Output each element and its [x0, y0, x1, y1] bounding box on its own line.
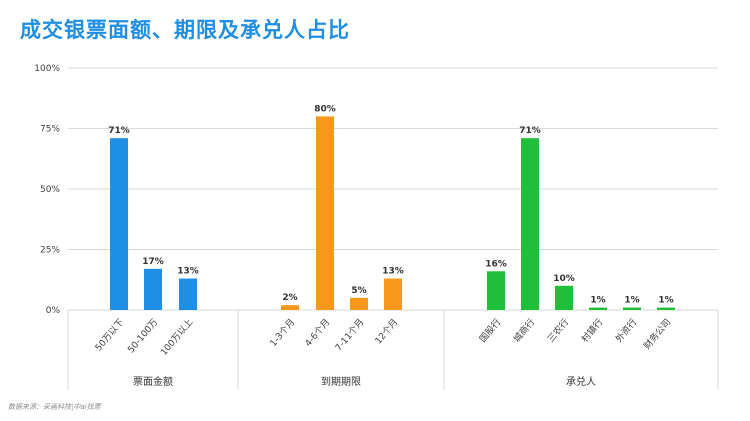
x-tick-label: 财务公司 — [641, 316, 673, 351]
bar — [589, 307, 607, 310]
y-tick-label: 100% — [34, 64, 60, 74]
data-label: 71% — [108, 126, 130, 136]
x-tick-label: 城商行 — [511, 316, 538, 344]
data-label: 13% — [382, 267, 404, 277]
x-tick-label: 100万以上 — [158, 317, 195, 358]
x-tick-label: 国股行 — [477, 316, 504, 344]
bar — [110, 138, 128, 310]
data-label: 80% — [314, 104, 336, 114]
group-label: 承兑人 — [566, 375, 596, 388]
x-tick-label: 1-3个月 — [268, 317, 297, 349]
y-tick-label: 25% — [40, 246, 60, 256]
data-label: 16% — [485, 259, 507, 269]
data-label: 1% — [590, 296, 605, 306]
data-label: 5% — [351, 286, 366, 296]
y-tick-label: 0% — [46, 306, 61, 316]
bar — [179, 278, 197, 310]
bar — [316, 116, 334, 311]
x-tick-label: 50-100万 — [126, 318, 160, 356]
bar — [623, 307, 641, 310]
data-label: 17% — [142, 257, 164, 267]
x-tick-label: 4-6个月 — [303, 317, 332, 349]
bar — [144, 268, 162, 310]
data-label: 71% — [519, 126, 541, 136]
data-label: 13% — [177, 267, 199, 277]
group-label: 到期期限 — [321, 376, 361, 388]
bar — [555, 285, 573, 310]
chart-title: 成交银票面额、期限及承兑人占比 — [20, 18, 350, 42]
y-tick-label: 75% — [40, 125, 60, 135]
bar — [384, 278, 402, 310]
x-tick-label: 村镇行 — [579, 316, 606, 344]
group-label: 票面金额 — [133, 375, 173, 388]
y-tick-label: 50% — [40, 185, 60, 195]
data-label: 1% — [658, 296, 673, 306]
x-tick-label: 外资行 — [613, 316, 640, 344]
data-label: 2% — [282, 293, 297, 303]
bar — [487, 271, 505, 310]
x-tick-label: 三农行 — [545, 316, 572, 344]
x-tick-label: 50万以下 — [94, 318, 126, 354]
data-label: 1% — [624, 296, 639, 306]
x-tick-label: 7-11个月 — [333, 317, 366, 354]
data-label: 10% — [553, 274, 575, 284]
bar — [281, 305, 299, 310]
bar — [350, 297, 368, 310]
source-note: 数据来源：采画科技|中ai找票 — [8, 403, 101, 411]
bar — [657, 307, 675, 310]
bar — [521, 138, 539, 310]
x-tick-label: 12个月 — [373, 317, 400, 347]
